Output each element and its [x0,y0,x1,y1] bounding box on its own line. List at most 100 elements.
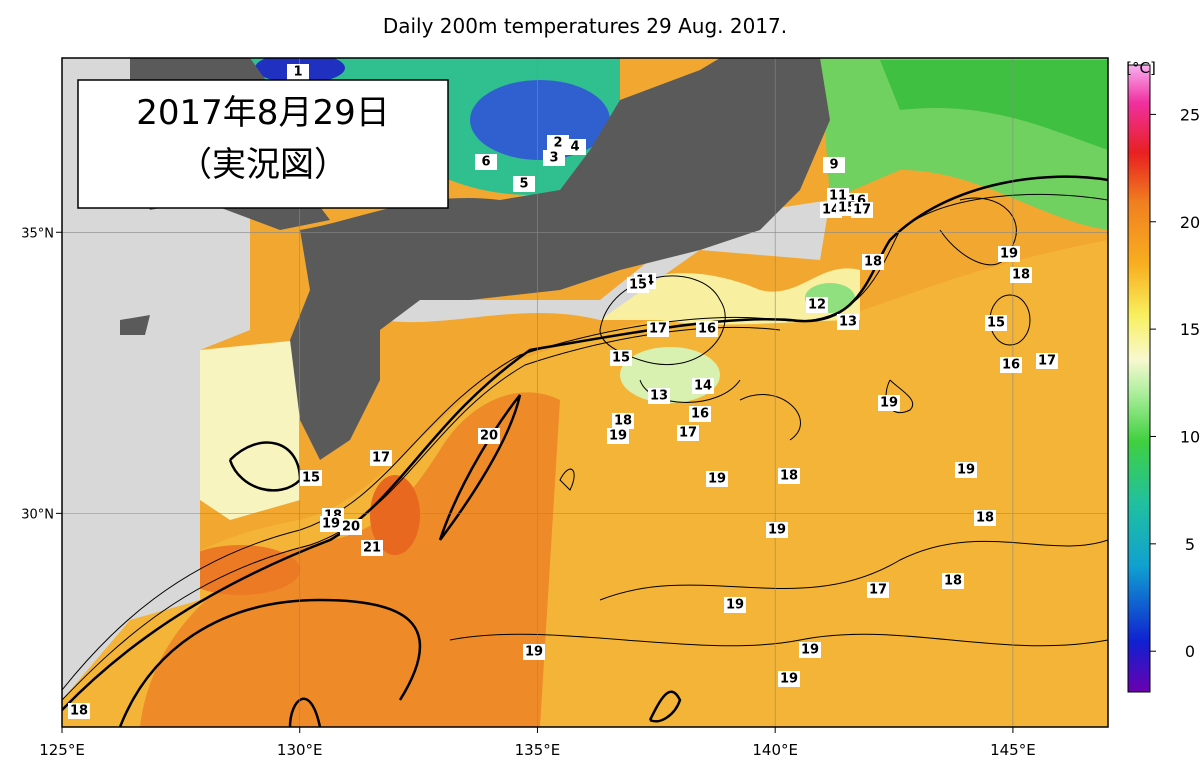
contour-label-bg [851,202,873,218]
contour-label-bg [361,540,383,556]
map-frame [61,57,1109,728]
contour-label-bg [696,321,718,337]
colorbar-label: 0 [1185,642,1195,661]
date-text: 2017年8月29日 [136,93,389,133]
contour-label-bg [287,64,309,80]
contour-label: 19 [322,517,340,532]
x-tick-label: 125°E [39,741,85,759]
x-tick-label: 145°E [990,741,1036,759]
contour-label: 19 [726,598,744,613]
contour-label-bg [607,428,629,444]
contour-label: 18 [976,511,994,526]
contour-label-bg [68,703,90,719]
y-tick-label: 30°N [21,507,54,522]
contour-label: 1 [293,65,302,80]
contour-label: 13 [839,315,857,330]
contour-label-bg [547,135,569,151]
contour-label-bg [806,297,828,313]
y-tick-label: 35°N [21,226,54,241]
contour-label: 15 [629,278,647,293]
contour-label-bg [320,516,342,532]
colorbar-unit: [°C] [1126,59,1156,77]
contour-label: 12 [808,298,826,313]
contour-label-bg [878,395,900,411]
contour-label: 5 [519,177,528,192]
contour-label: 19 [1000,247,1018,262]
contour-label: 19 [780,672,798,687]
contour-label: 6 [481,155,490,170]
contour-label-bg [778,671,800,687]
contour-label-bg [612,413,634,429]
contour-label: 18 [614,414,632,429]
x-tick-label: 135°E [515,741,561,759]
contour-label: 19 [880,396,898,411]
contour-label: 9 [829,158,838,173]
contour-label-bg [998,246,1020,262]
contour-label: 14 [694,379,712,394]
contour-label-bg [475,154,497,170]
x-tick-label: 140°E [752,741,798,759]
contour-label: 18 [780,469,798,484]
contour-label: 19 [957,463,975,478]
contour-label-bg [610,350,632,366]
colorbar-label: 25 [1180,105,1200,124]
contour-label-bg [300,470,322,486]
contour-label: 21 [363,541,381,556]
contour-label-bg [942,573,964,589]
map-area: 1652439111614151718191815161714151716121… [62,58,1108,727]
contour-label-bg [689,406,711,422]
contour-label-bg [823,157,845,173]
contour-label: 15 [612,351,630,366]
colorbar [1127,64,1151,693]
contour-label-bg [778,468,800,484]
contour-label-bg [974,510,996,526]
contour-label: 16 [698,322,716,337]
date-box [77,79,449,209]
contour-label-bg [478,428,500,444]
contour-label-bg [955,462,977,478]
contour-label: 17 [649,322,667,337]
map-title: Daily 200m temperatures 29 Aug. 2017. [383,14,787,38]
colorbar-label: 20 [1180,213,1200,232]
colorbar-label: 5 [1185,535,1195,554]
contour-label-bg [564,139,586,155]
contour-label-bg [1000,357,1022,373]
contour-label-bg [677,425,699,441]
contour-label: 15 [302,471,320,486]
contour-label: 19 [768,523,786,538]
contour-label-bg [867,582,889,598]
contour-label: 18 [864,255,882,270]
contour-label-bg [837,314,859,330]
contour-label: 20 [480,429,498,444]
colorbar-label: 15 [1180,320,1200,339]
x-tick-label: 130°E [277,741,323,759]
contour-label: 2 [553,136,562,151]
contour-label: 19 [525,645,543,660]
colorbar-label: 10 [1180,427,1200,446]
contour-label-bg [627,277,649,293]
contour-label-bg [1010,267,1032,283]
contour-label: 18 [1012,268,1030,283]
contour-label: 17 [869,583,887,598]
contour-label-bg [543,150,565,166]
contour-label-bg [766,522,788,538]
contour-label: 19 [801,643,819,658]
date-subtext: （実況図） [178,145,348,185]
contour-label-bg [985,315,1007,331]
contour-label-bg [523,644,545,660]
contour-label-bg [692,378,714,394]
contour-label: 16 [1002,358,1020,373]
contour-label: 11 [829,189,847,204]
contour-label-bg [370,450,392,466]
contour-label-bg [648,388,670,404]
contour-label: 17 [1038,354,1056,369]
contour-label: 17 [372,451,390,466]
contour-label-bg [862,254,884,270]
contour-label-bg [724,597,746,613]
contour-label: 4 [570,140,579,155]
contour-label: 18 [70,704,88,719]
contour-label: 20 [342,520,360,535]
contour-label: 18 [944,574,962,589]
contour-label-bg [1036,353,1058,369]
